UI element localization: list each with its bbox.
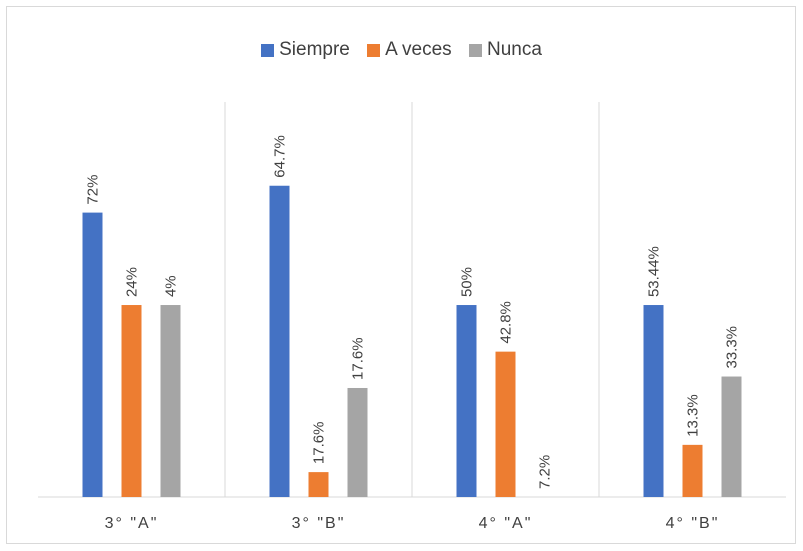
bar-nunca (160, 305, 181, 497)
bar-a-veces (308, 472, 329, 497)
legend-label-nunca: Nunca (486, 39, 542, 60)
data-label: 64.7% (272, 135, 289, 178)
legend: Siempre A veces Nunca (0, 39, 803, 63)
x-tick-label: 3° "B" (292, 515, 346, 532)
bar-siempre (643, 305, 664, 497)
x-tick-label: 4° "A" (479, 515, 533, 532)
data-label: 42.8% (498, 301, 515, 344)
data-label: 17.6% (350, 337, 367, 380)
bar-siempre (269, 185, 290, 498)
legend-label-a-veces: A veces (385, 39, 452, 60)
data-label: 33.3% (724, 326, 741, 369)
bar-a-veces (121, 305, 142, 497)
data-label: 50% (459, 267, 476, 297)
bar-siempre (456, 305, 477, 497)
legend-item-nunca: Nunca (468, 39, 542, 61)
bar-a-veces (495, 351, 516, 497)
bar-nunca (347, 387, 368, 497)
data-label: 13.3% (685, 394, 702, 437)
legend-label-siempre: Siempre (279, 39, 350, 60)
x-tick-label: 3° "A" (105, 515, 159, 532)
data-label: 53.44% (646, 246, 663, 297)
legend-item-siempre: Siempre (261, 39, 350, 61)
data-label: 17.6% (311, 422, 328, 465)
x-tick-label: 4° "B" (666, 515, 720, 532)
data-label: 7.2% (537, 455, 554, 489)
bar-siempre (82, 212, 103, 497)
legend-swatch-nunca (468, 43, 482, 57)
bar-nunca (721, 376, 742, 497)
legend-item-a-veces: A veces (367, 39, 452, 61)
data-label: 4% (163, 275, 180, 297)
data-label: 24% (124, 267, 141, 297)
data-label: 72% (85, 175, 102, 205)
bar-a-veces (682, 444, 703, 497)
legend-swatch-a-veces (367, 43, 381, 57)
legend-swatch-siempre (261, 43, 275, 57)
